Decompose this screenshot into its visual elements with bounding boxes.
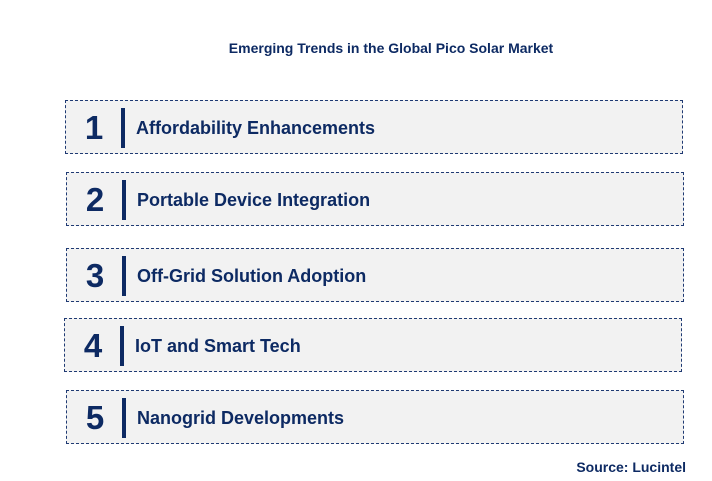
item-number: 4 (83, 327, 103, 364)
trend-item: 1 Affordability Enhancements (65, 100, 683, 154)
item-number: 5 (85, 399, 105, 436)
trend-item: 4 IoT and Smart Tech (64, 318, 682, 372)
item-number: 3 (85, 257, 105, 294)
trend-item: 3 Off-Grid Solution Adoption (66, 248, 684, 302)
item-label: Portable Device Integration (137, 190, 371, 210)
trend-item: 2 Portable Device Integration (66, 172, 684, 226)
item-label: Nanogrid Developments (137, 408, 345, 428)
divider (121, 108, 125, 148)
divider (120, 326, 124, 366)
item-label: Off-Grid Solution Adoption (137, 266, 367, 286)
trend-item: 5 Nanogrid Developments (66, 390, 684, 444)
item-number: 1 (84, 109, 104, 146)
item-label: Affordability Enhancements (136, 118, 376, 138)
divider (122, 180, 126, 220)
source-note: Source: Lucintel (576, 459, 686, 475)
divider (122, 256, 126, 296)
item-label: IoT and Smart Tech (135, 336, 301, 356)
page-title: Emerging Trends in the Global Pico Solar… (228, 40, 554, 56)
item-number: 2 (85, 181, 105, 218)
divider (122, 398, 126, 438)
